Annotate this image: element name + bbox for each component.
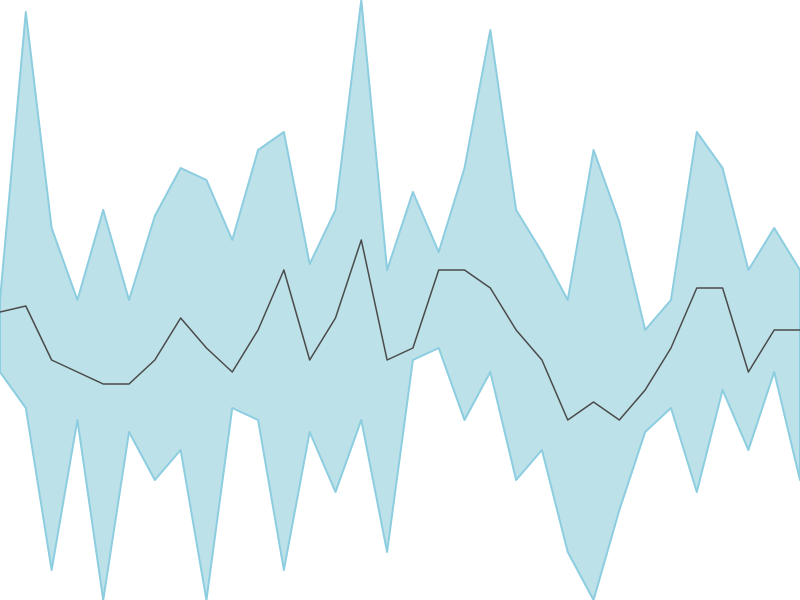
chart-canvas: [0, 0, 800, 600]
area-line-chart: [0, 0, 800, 600]
